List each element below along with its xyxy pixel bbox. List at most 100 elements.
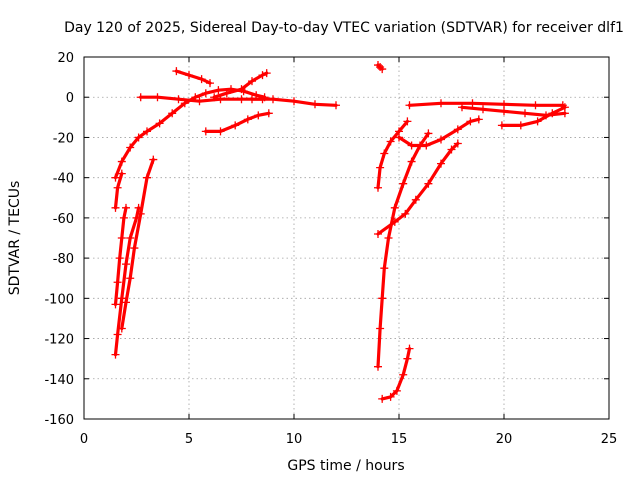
data-point-marker: [411, 195, 420, 204]
data-point-marker: [117, 169, 126, 178]
x-tick-label: 0: [80, 432, 88, 447]
data-point-marker: [374, 229, 382, 238]
series-track-17: [405, 99, 567, 110]
data-point-marker: [172, 67, 181, 76]
data-point-marker: [422, 141, 431, 150]
x-tick-label: 5: [185, 432, 193, 447]
data-point-marker: [126, 274, 135, 283]
data-point-marker: [466, 117, 475, 126]
data-point-marker: [113, 330, 122, 339]
data-point-marker: [248, 77, 256, 86]
data-point-marker: [222, 89, 231, 98]
data-point-marker: [458, 103, 466, 112]
series-line: [212, 71, 269, 99]
data-point-marker: [254, 111, 263, 120]
data-point-marker: [155, 119, 164, 128]
series-track-3: [136, 93, 267, 106]
data-point-marker: [521, 109, 529, 118]
data-point-marker: [216, 127, 225, 136]
data-point-marker: [386, 137, 395, 146]
data-point-marker: [384, 234, 393, 242]
data-point-marker: [185, 71, 193, 80]
data-point-marker: [174, 95, 183, 104]
data-point-marker: [386, 392, 395, 401]
data-point-marker: [122, 203, 130, 212]
y-tick-label: 0: [66, 91, 74, 106]
data-point-marker: [399, 179, 408, 188]
data-point-marker: [311, 100, 319, 109]
data-point-marker: [243, 115, 252, 124]
y-tick-label: -100: [44, 292, 74, 307]
data-point-marker: [516, 121, 525, 130]
data-point-marker: [201, 89, 210, 98]
series-track-5: [172, 67, 214, 88]
series-line: [113, 87, 267, 180]
series-track-14: [374, 139, 462, 238]
data-point-marker: [122, 260, 130, 269]
data-point-marker: [269, 95, 277, 104]
series-track-11: [374, 61, 387, 74]
plot-frame: [83, 56, 610, 420]
data-point-marker: [437, 99, 445, 108]
y-tick-label: -40: [53, 172, 74, 187]
data-point-marker: [119, 213, 128, 222]
data-point-marker: [113, 278, 122, 287]
x-tick-label: 20: [496, 432, 513, 447]
data-point-marker: [497, 121, 506, 130]
series-track-19: [497, 103, 569, 130]
data-point-marker: [390, 217, 399, 226]
data-point-marker: [424, 129, 433, 138]
data-point-marker: [533, 117, 542, 126]
series-track-16: [395, 115, 483, 150]
series-track-7: [248, 95, 340, 110]
data-point-marker: [111, 300, 120, 309]
data-point-marker: [290, 97, 298, 106]
data-point-marker: [374, 362, 382, 371]
y-tick-label: -80: [53, 252, 74, 267]
data-point-marker: [153, 93, 162, 102]
data-point-marker: [262, 69, 271, 78]
series-line: [376, 131, 430, 369]
series-track-10: [117, 155, 158, 333]
data-point-marker: [453, 125, 462, 134]
grid: [84, 57, 609, 419]
data-point-marker: [401, 209, 410, 218]
x-tick-label: 25: [601, 432, 618, 447]
y-axis-ticks: 20 0 -20 -40 -60 -80 -100 -120 -140 -160: [44, 51, 609, 428]
data-point-marker: [403, 354, 412, 363]
data-point-marker: [479, 105, 487, 114]
data-point-marker: [376, 163, 385, 172]
series-line: [204, 111, 271, 133]
x-axis-label: GPS time / hours: [287, 458, 404, 474]
data-point-marker: [407, 141, 416, 150]
data-point-marker: [453, 139, 462, 148]
y-tick-label: 20: [57, 51, 74, 66]
data-point-marker: [136, 93, 145, 102]
data-point-marker: [405, 344, 414, 353]
series-track-2: [111, 169, 126, 212]
data-point-marker: [560, 103, 569, 112]
data-point-marker: [264, 109, 273, 118]
y-tick-label: -120: [44, 333, 74, 348]
data-point-marker: [126, 143, 135, 152]
data-point-marker: [117, 294, 126, 303]
data-point-marker: [380, 149, 389, 158]
y-axis-label: SDTVAR / TECUs: [7, 181, 23, 296]
series-track-15: [378, 344, 414, 403]
data-point-marker: [206, 79, 214, 88]
data-point-marker: [214, 86, 223, 95]
data-point-marker: [447, 145, 456, 154]
data-point-marker: [237, 85, 246, 94]
data-point-marker: [113, 183, 122, 192]
data-point-marker: [378, 394, 387, 403]
data-point-marker: [197, 75, 206, 84]
data-point-marker: [374, 183, 382, 192]
chart-title: Day 120 of 2025, Sidereal Day-to-day VTE…: [64, 20, 624, 36]
data-point-marker: [376, 324, 385, 333]
data-point-marker: [134, 133, 143, 142]
series-line: [407, 101, 565, 107]
series-track-13: [374, 129, 433, 371]
data-point-marker: [378, 65, 387, 74]
data-point-marker: [111, 173, 120, 182]
data-point-marker: [399, 370, 408, 379]
